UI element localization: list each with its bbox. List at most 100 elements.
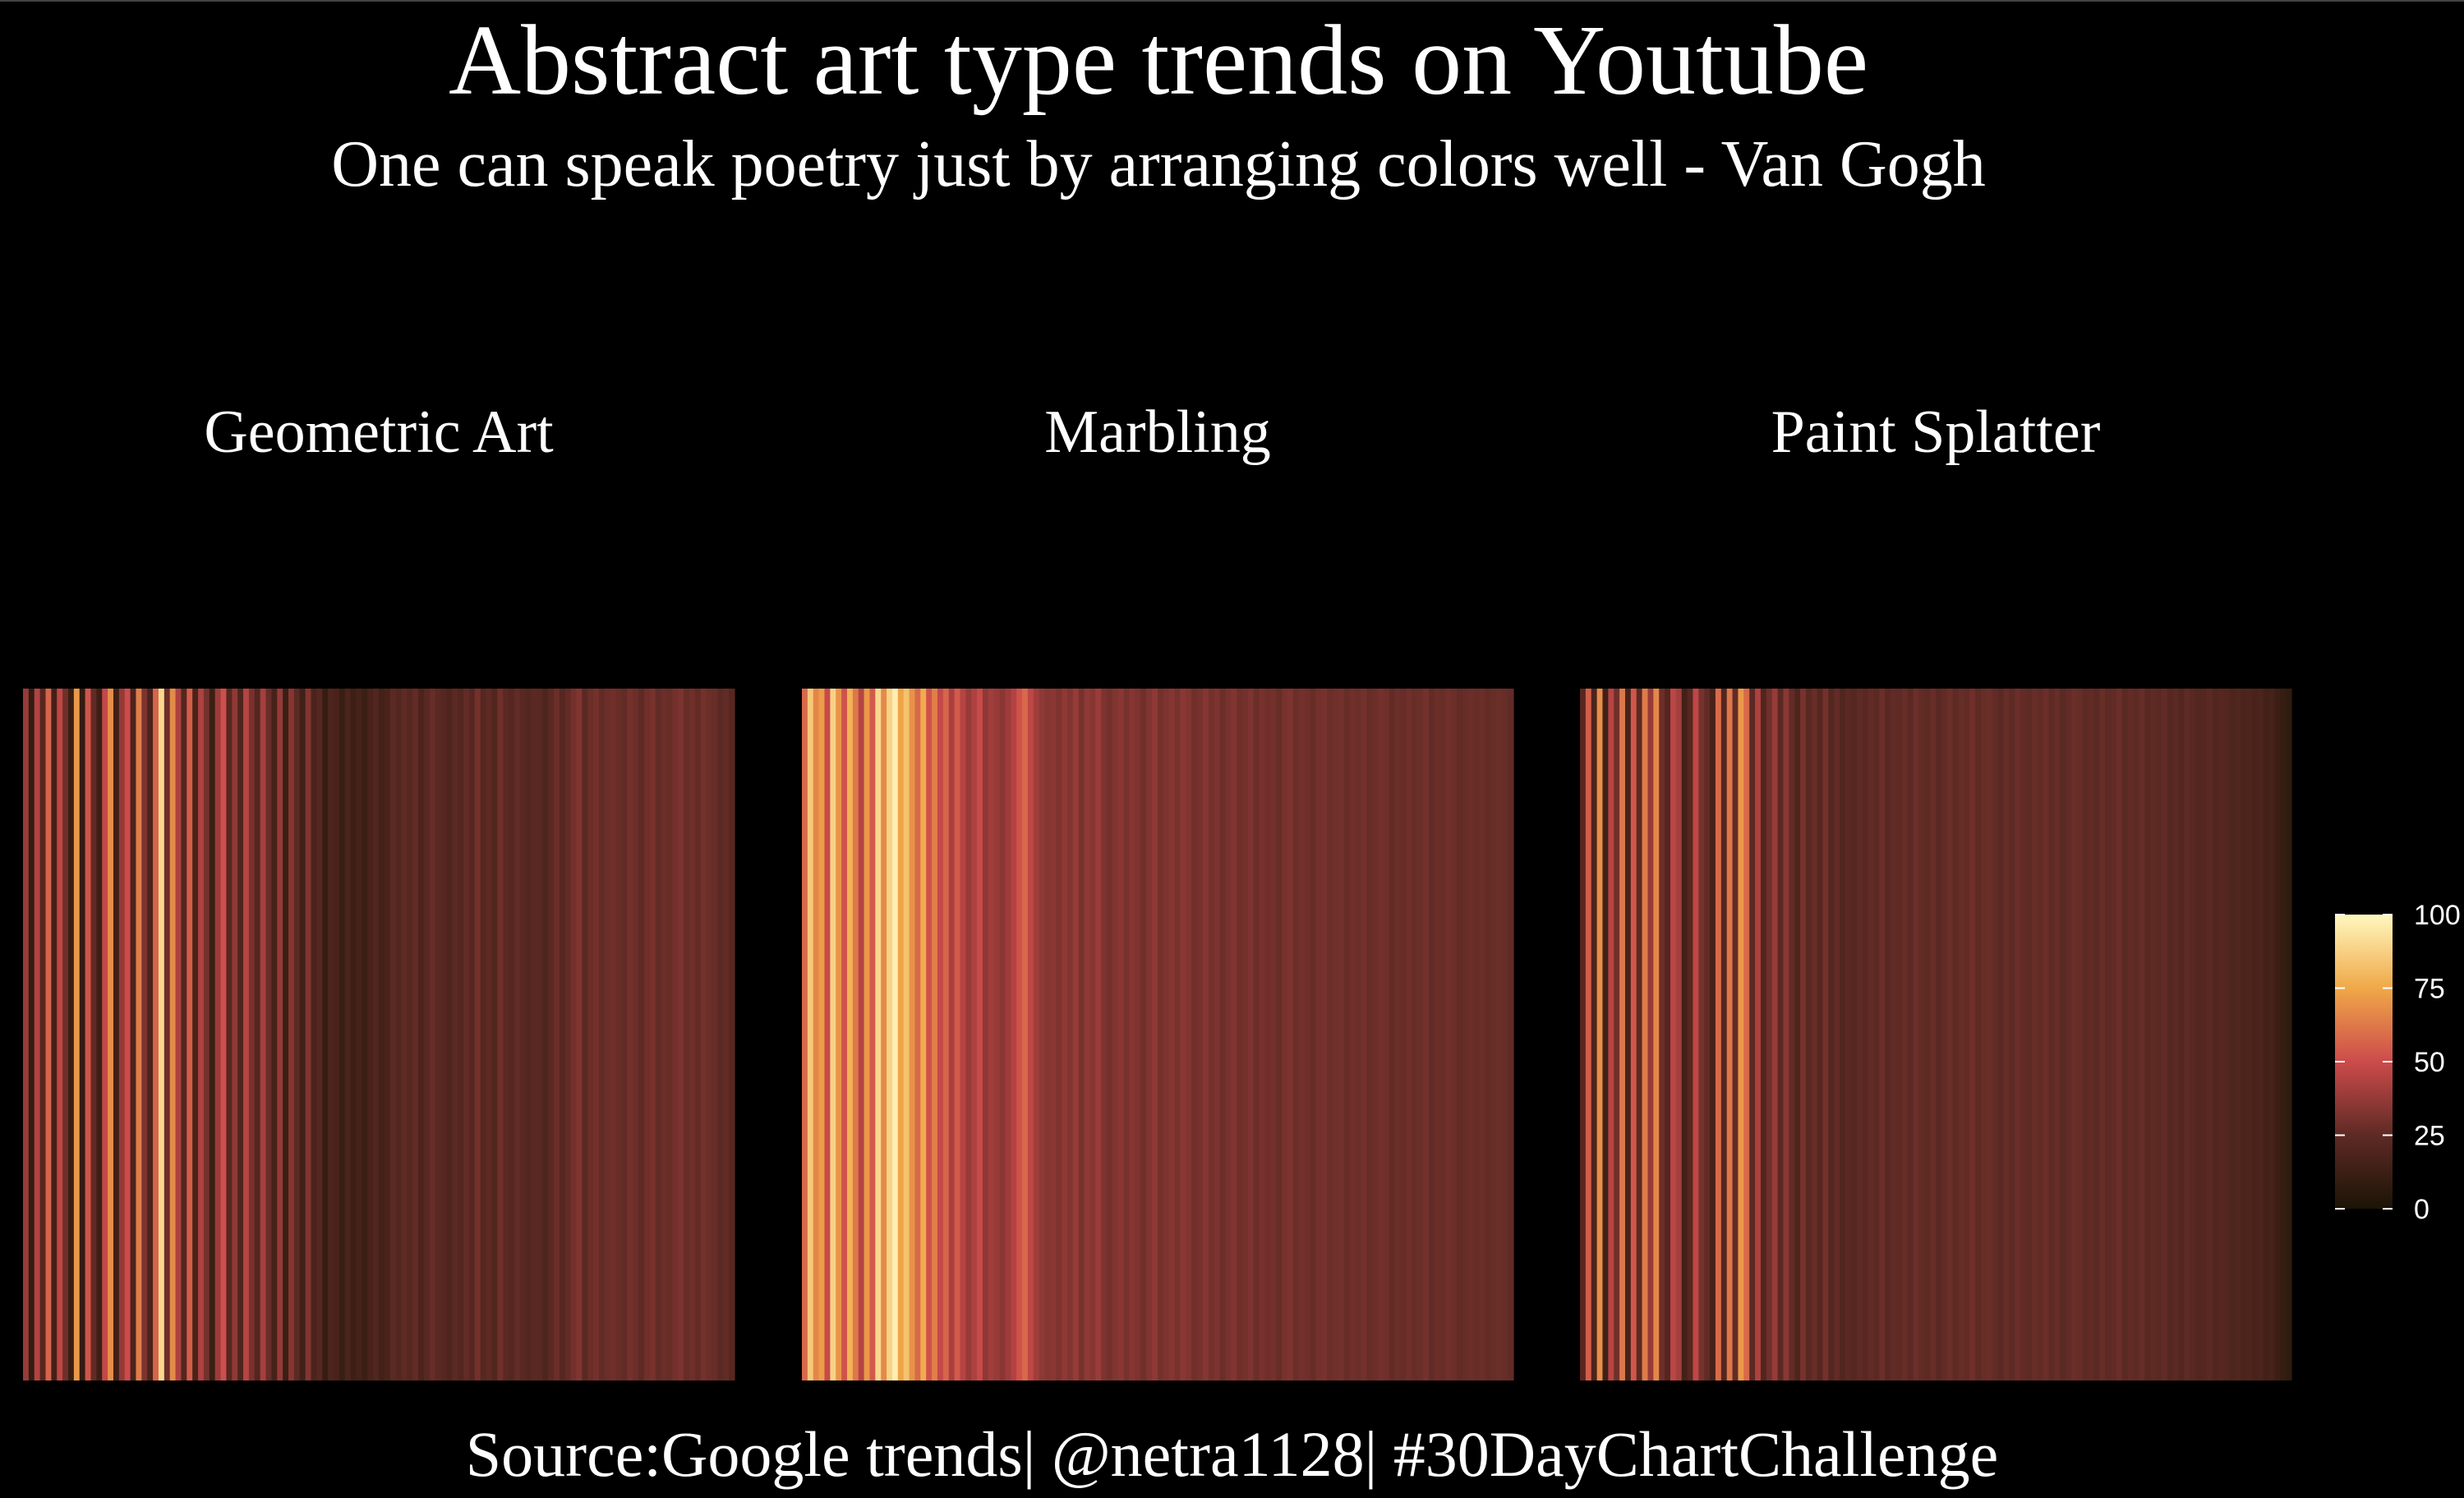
heatmap-cell — [1315, 689, 1322, 1380]
heatmap-cell — [1186, 689, 1192, 1380]
heatmap-cell — [1406, 689, 1412, 1380]
heatmap-cell — [1850, 689, 1858, 1380]
heatmap-cell — [1084, 689, 1091, 1380]
heatmap-cell — [1225, 689, 1232, 1380]
heatmap-cell — [2206, 689, 2213, 1380]
heatmap-cell — [2251, 689, 2259, 1380]
heatmap-cell — [491, 689, 498, 1380]
heatmap-cell — [2037, 689, 2044, 1380]
heatmap-cell — [220, 689, 228, 1380]
heatmap-cell — [1964, 689, 1970, 1380]
heatmap-cell — [2116, 689, 2123, 1380]
heatmap-cell — [2241, 689, 2247, 1380]
heatmap-cell — [582, 689, 588, 1380]
heatmap-cell — [1800, 689, 1807, 1380]
heatmap-cell — [525, 689, 532, 1380]
heatmap-cell — [1389, 689, 1396, 1380]
heatmap-cell — [864, 689, 871, 1380]
heatmap-cell — [362, 689, 368, 1380]
heatmap-cell — [1687, 689, 1694, 1380]
heatmap-cell — [440, 689, 448, 1380]
heatmap-cell — [1140, 689, 1147, 1380]
heatmap-cell — [458, 689, 464, 1380]
heatmap-cell — [1777, 689, 1785, 1380]
heatmap-cell — [1485, 689, 1492, 1380]
heatmap-cell — [1490, 689, 1497, 1380]
facet-panel: Paint Splatter — [1580, 399, 2292, 1380]
heatmap-cell — [412, 689, 419, 1380]
heatmap-cell — [977, 689, 983, 1380]
heatmap-cell — [288, 689, 295, 1380]
heatmap-cell — [621, 689, 629, 1380]
legend-tick-label: 75 — [2414, 974, 2445, 1005]
heatmap-cell — [2054, 689, 2061, 1380]
heatmap-cell — [468, 689, 476, 1380]
heatmap-cell — [2009, 689, 2015, 1380]
heatmap-cell — [226, 689, 233, 1380]
heatmap-cell — [1681, 689, 1688, 1380]
heatmap-cell — [1946, 689, 1954, 1380]
heatmap-cell — [2257, 689, 2264, 1380]
heatmap-cell — [153, 689, 159, 1380]
heatmap-cell — [1310, 689, 1317, 1380]
heatmap-cell — [108, 689, 114, 1380]
heatmap-cell — [1372, 689, 1379, 1380]
heatmap-cell — [384, 689, 391, 1380]
heatmap-cell — [260, 689, 267, 1380]
heatmap-cell — [818, 689, 826, 1380]
chart-subtitle: One can speak poetry just by arranging c… — [331, 128, 1986, 201]
heatmap-cell — [993, 689, 1001, 1380]
heatmap-cell — [214, 689, 222, 1380]
heatmap-cell — [1901, 689, 1909, 1380]
heatmap-cell — [1163, 689, 1170, 1380]
heatmap-cell — [2133, 689, 2140, 1380]
heatmap-cell — [175, 689, 182, 1380]
heatmap-cell — [1755, 689, 1762, 1380]
heatmap-cell — [1417, 689, 1424, 1380]
heatmap-cell — [1333, 689, 1339, 1380]
heatmap-cell — [649, 689, 656, 1380]
heatmap-cell — [604, 689, 611, 1380]
heatmap-cell — [999, 689, 1006, 1380]
heatmap-cell — [1355, 689, 1362, 1380]
heatmap-cell — [1930, 689, 1937, 1380]
chart-title: Abstract art type trends on Youtube — [448, 5, 1869, 116]
heatmap-cell — [96, 689, 103, 1380]
heatmap-cell — [85, 689, 92, 1380]
heatmap-cell — [1072, 689, 1080, 1380]
heatmap-cell — [937, 689, 944, 1380]
heatmap-cell — [599, 689, 606, 1380]
heatmap-cell — [379, 689, 385, 1380]
heatmap-cell — [1011, 689, 1017, 1380]
heatmap-cell — [932, 689, 938, 1380]
heatmap-cell — [1378, 689, 1384, 1380]
heatmap-cell — [1349, 689, 1356, 1380]
heatmap-cell — [299, 689, 306, 1380]
heatmap-cell — [1462, 689, 1469, 1380]
heatmap-cell — [28, 689, 35, 1380]
heatmap-cell — [2099, 689, 2106, 1380]
heatmap-cell — [564, 689, 572, 1380]
heatmap-cell — [615, 689, 623, 1380]
heatmap-cell — [2066, 689, 2072, 1380]
heatmap-cell — [271, 689, 278, 1380]
heatmap-cell — [2263, 689, 2270, 1380]
heatmap-cell — [1670, 689, 1677, 1380]
heatmap-cell — [2190, 689, 2196, 1380]
heatmap-cell — [45, 689, 52, 1380]
heatmap-cell — [130, 689, 137, 1380]
heatmap-cell — [887, 689, 893, 1380]
heatmap-cell — [903, 689, 910, 1380]
heatmap-cell — [1502, 689, 1508, 1380]
heatmap-cell — [1343, 689, 1351, 1380]
heatmap-cell — [1698, 689, 1705, 1380]
heatmap-cell — [1794, 689, 1801, 1380]
heatmap-cell — [1117, 689, 1125, 1380]
heatmap-cell — [401, 689, 408, 1380]
heatmap-cell — [1304, 689, 1311, 1380]
heatmap-cell — [593, 689, 600, 1380]
heatmap-cell — [514, 689, 521, 1380]
heatmap-cell — [1270, 689, 1277, 1380]
heatmap-cell — [1050, 689, 1057, 1380]
heatmap-cell — [1997, 689, 2005, 1380]
